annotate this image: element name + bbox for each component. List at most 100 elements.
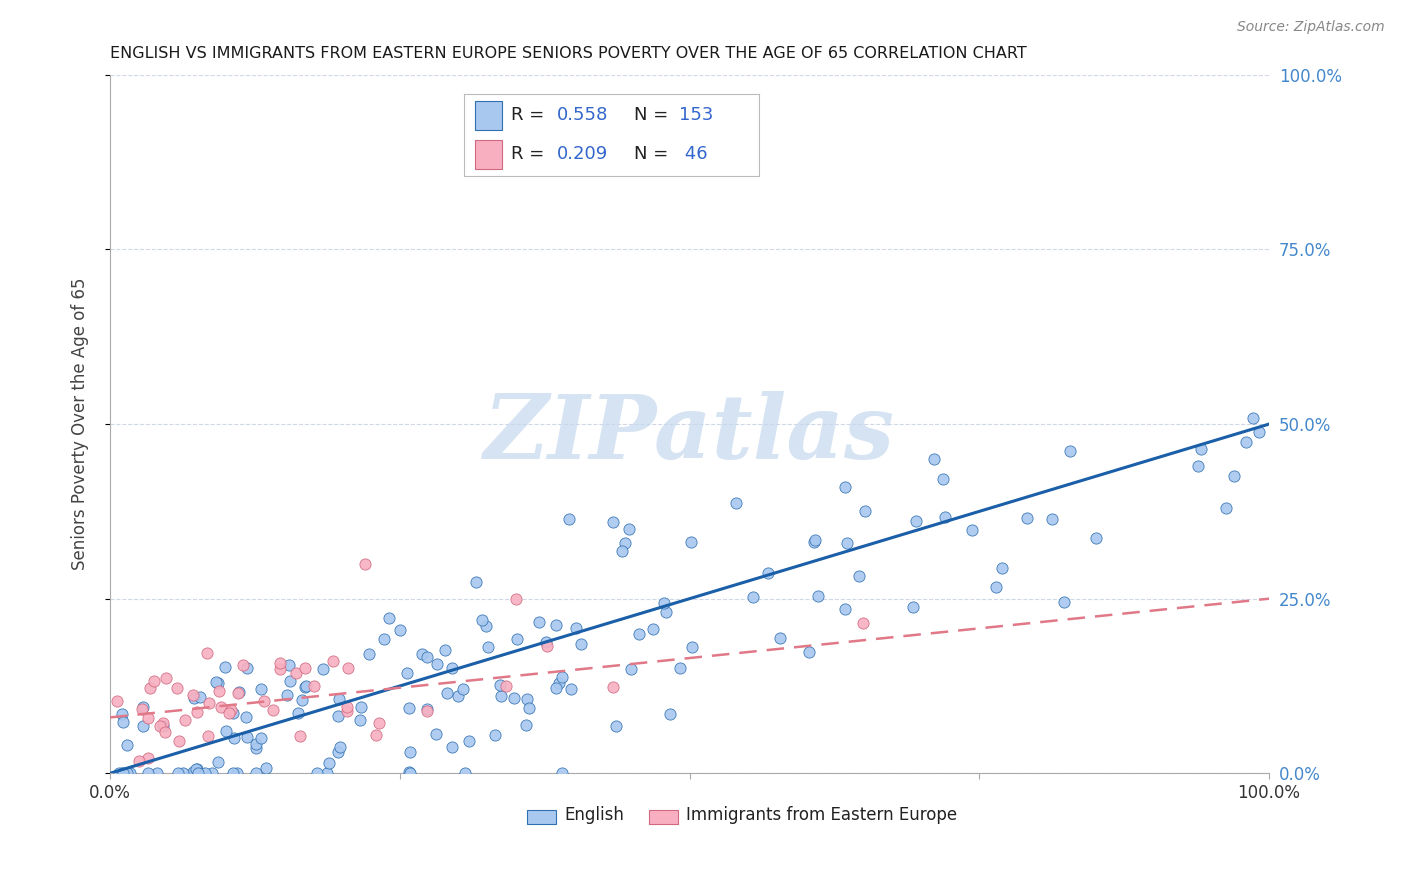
Point (235, 709, 257, 723)
Point (527, 615, 550, 629)
Point (551, 766, 574, 780)
Point (436, 686, 458, 700)
Point (111, 707, 134, 722)
Point (318, 756, 340, 770)
Point (803, 534, 825, 549)
Point (471, 613, 494, 627)
Point (904, 514, 927, 528)
Point (311, 662, 333, 676)
Point (146, 766, 169, 780)
Point (602, 515, 624, 529)
Point (295, 679, 318, 693)
Point (932, 472, 955, 486)
Point (398, 701, 420, 715)
Point (416, 705, 439, 719)
Point (181, 688, 204, 702)
Point (250, 731, 273, 745)
Point (302, 679, 325, 693)
Point (569, 637, 592, 651)
Point (236, 730, 259, 744)
Point (207, 755, 229, 769)
Point (184, 766, 207, 780)
Point (219, 703, 242, 717)
Point (416, 650, 439, 665)
Point (1187, 458, 1209, 473)
Point (475, 619, 498, 633)
Point (503, 690, 526, 705)
Point (131, 702, 153, 716)
Point (336, 700, 359, 714)
Point (316, 765, 339, 780)
Point (187, 766, 209, 780)
Point (484, 728, 506, 742)
Point (245, 737, 267, 751)
Point (222, 731, 245, 746)
Point (214, 659, 236, 673)
Point (115, 738, 138, 752)
Point (464, 575, 486, 590)
Point (278, 673, 301, 688)
Point (655, 605, 678, 619)
Point (901, 600, 924, 615)
Point (1241, 410, 1264, 425)
Point (173, 713, 195, 727)
Point (1059, 444, 1081, 458)
Point (441, 739, 464, 754)
Point (107, 694, 129, 708)
Point (613, 536, 636, 550)
Point (398, 765, 420, 780)
Point (659, 707, 682, 722)
Point (411, 647, 433, 661)
Point (610, 544, 633, 558)
Point (336, 705, 359, 719)
Point (505, 591, 527, 606)
Point (804, 533, 827, 547)
Point (741, 591, 763, 605)
Point (349, 713, 371, 727)
Point (364, 728, 387, 742)
Point (1040, 512, 1063, 526)
Point (558, 512, 581, 526)
Point (326, 709, 349, 723)
Point (155, 725, 177, 739)
Point (232, 657, 254, 672)
Point (652, 596, 675, 610)
Point (797, 645, 820, 659)
Point (922, 451, 945, 466)
Text: ZIPatlas: ZIPatlas (484, 392, 896, 478)
Point (834, 480, 856, 494)
Point (488, 678, 510, 692)
Point (249, 682, 271, 697)
Point (359, 647, 381, 661)
Point (245, 741, 267, 756)
Point (329, 740, 352, 755)
Point (276, 689, 298, 703)
Point (1053, 594, 1076, 608)
Point (294, 661, 316, 675)
Point (326, 746, 349, 760)
Point (228, 686, 250, 700)
Point (495, 679, 517, 693)
Point (228, 685, 250, 699)
Point (291, 693, 314, 707)
Point (245, 766, 267, 780)
Point (278, 658, 301, 673)
Point (136, 751, 159, 765)
Point (262, 703, 284, 717)
Text: Source: ZipAtlas.com: Source: ZipAtlas.com (1237, 20, 1385, 34)
Point (367, 716, 389, 731)
Point (506, 632, 529, 646)
Point (548, 675, 571, 690)
Point (515, 717, 537, 731)
Point (328, 692, 350, 706)
Point (197, 729, 219, 743)
Point (117, 766, 139, 780)
Point (834, 601, 856, 615)
Point (627, 627, 650, 641)
Point (166, 766, 188, 780)
Point (222, 766, 245, 780)
Point (396, 666, 419, 681)
Point (172, 766, 194, 780)
Point (285, 666, 308, 681)
Point (602, 680, 624, 694)
